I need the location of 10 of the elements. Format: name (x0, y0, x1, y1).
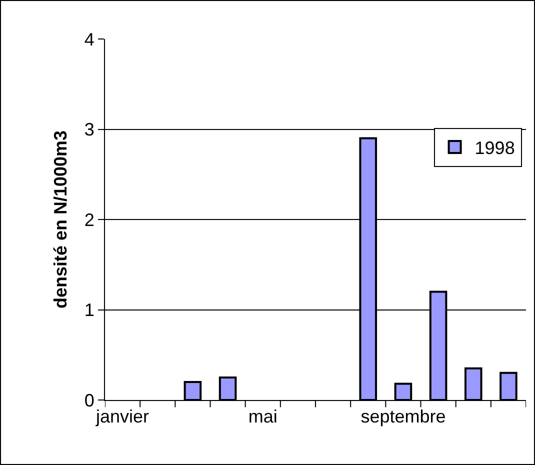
y-tick-label: 1 (84, 300, 94, 320)
x-tick-label: janvier (95, 406, 150, 427)
y-tick-label: 2 (84, 210, 94, 230)
legend-label: 1998 (474, 138, 515, 158)
y-tick-label: 0 (84, 390, 94, 410)
y-axis-title: densité en N/1000m3 (50, 130, 71, 309)
x-tick-label: septembre (360, 406, 446, 427)
x-tick-label: mai (248, 406, 278, 427)
y-tick-label: 3 (84, 120, 94, 140)
y-tick-label: 4 (84, 29, 94, 50)
